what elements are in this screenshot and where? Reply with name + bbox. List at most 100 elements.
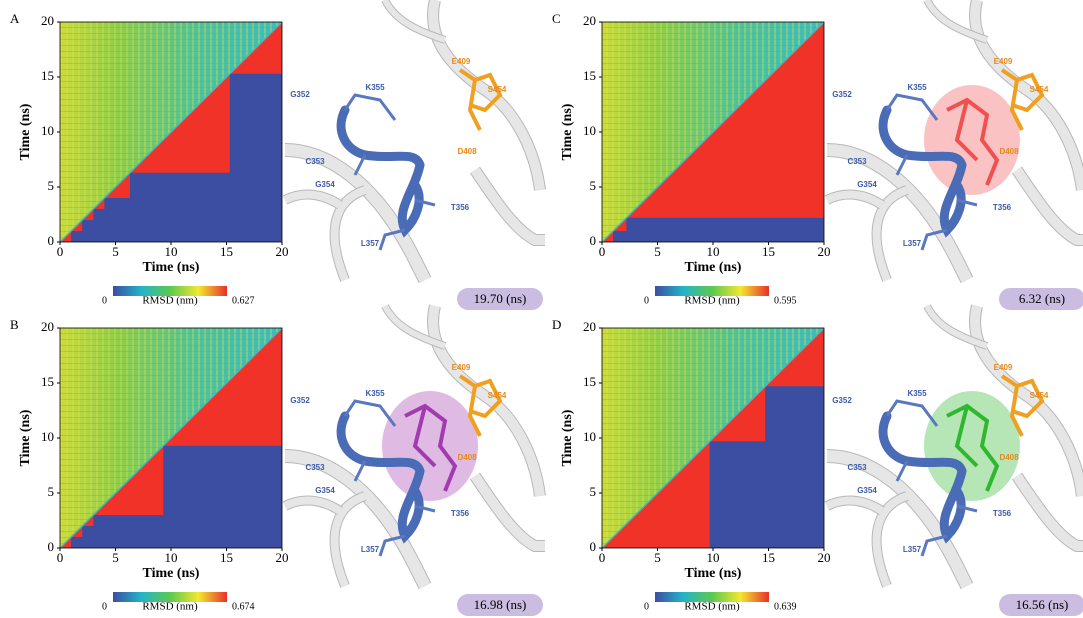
residue-label: E409 (452, 363, 471, 372)
colorbar-label: RMSD (nm) (142, 601, 198, 613)
ribbon (1017, 170, 1083, 240)
residue-label: D408 (999, 453, 1019, 462)
residue-label: G354 (857, 180, 877, 189)
residue-label: G354 (315, 486, 335, 495)
residue-label: K355 (365, 389, 385, 398)
residue-label: S454 (1030, 391, 1049, 400)
y-tick-label: 15 (583, 374, 596, 389)
residue-label: S454 (1030, 85, 1049, 94)
molecule-view: G352K355E409S454C353G354D408T356L357 (827, 306, 1083, 586)
residue-label: D408 (457, 147, 477, 156)
x-tick-label: 0 (57, 550, 64, 565)
x-tick-label: 10 (165, 550, 178, 565)
x-tick-label: 0 (599, 550, 606, 565)
colorbar-tick-label: 0.674 (232, 601, 255, 612)
residue-label: K355 (365, 83, 385, 92)
colorbar-tick-label: 0 (644, 601, 649, 612)
residue-label: C353 (305, 463, 325, 472)
residue-label: G352 (290, 90, 310, 99)
x-tick-label: 15 (220, 550, 233, 565)
y-tick-label: 5 (48, 178, 55, 193)
x-tick-label: 20 (818, 244, 831, 259)
x-axis-label: Time (ns) (685, 566, 742, 581)
panel-label: D (552, 317, 561, 332)
residue-label: E409 (994, 57, 1013, 66)
residue-label: G352 (832, 396, 852, 405)
y-axis-label: Time (ns) (18, 409, 33, 466)
residue-label: E409 (994, 363, 1013, 372)
y-tick-label: 20 (583, 13, 596, 28)
residue-label: G352 (832, 90, 852, 99)
y-tick-label: 20 (41, 319, 54, 334)
y-tick-label: 5 (48, 484, 55, 499)
residue-label: G354 (315, 180, 335, 189)
colorbar-label: RMSD (nm) (684, 295, 740, 307)
figure: A0510152005101520Time (ns)Time (ns)00.62… (0, 0, 1083, 618)
residue-label: C353 (847, 463, 867, 472)
y-axis-label: Time (ns) (18, 103, 33, 160)
y-axis-label: Time (ns) (560, 409, 575, 466)
y-tick-label: 0 (590, 233, 597, 248)
residue-label: C353 (305, 157, 325, 166)
x-tick-label: 20 (276, 550, 289, 565)
x-tick-label: 20 (818, 550, 831, 565)
residue-label: T356 (451, 203, 470, 212)
residue-label: S454 (488, 391, 507, 400)
y-tick-label: 15 (583, 68, 596, 83)
residue-label: T356 (451, 509, 470, 518)
residue-label: S454 (488, 85, 507, 94)
panel-label: B (10, 317, 19, 332)
y-tick-label: 15 (41, 68, 54, 83)
x-tick-label: 5 (112, 550, 119, 565)
x-axis-label: Time (ns) (143, 260, 200, 275)
y-tick-label: 5 (590, 484, 597, 499)
molecule-view: G352 K355 E409 S454 C353 G354 D408 T356 L357 (285, 306, 545, 586)
y-tick-label: 0 (590, 539, 597, 554)
ribbon (1017, 476, 1083, 546)
time-label: 19.70 (ns) (474, 291, 527, 306)
y-tick-label: 15 (41, 374, 54, 389)
residue-label: K355 (907, 83, 927, 92)
residue-label: G352 (290, 396, 310, 405)
x-tick-label: 15 (762, 244, 775, 259)
residue-label: L357 (361, 239, 380, 248)
colorbar-label: RMSD (nm) (142, 295, 198, 307)
ribbon (433, 0, 540, 190)
x-tick-label: 10 (707, 244, 720, 259)
time-label: 16.56 (ns) (1016, 597, 1069, 612)
y-tick-label: 0 (48, 233, 55, 248)
molecule-view: G352 K355 E409 S454 C353 G354 D408 T356 L357 (285, 0, 545, 280)
x-tick-label: 5 (112, 244, 119, 259)
x-tick-label: 20 (276, 244, 289, 259)
x-axis-label: Time (ns) (685, 260, 742, 275)
residue-label: E409 (452, 57, 471, 66)
x-tick-label: 10 (165, 244, 178, 259)
residue-label: D408 (999, 147, 1019, 156)
residue-label: T356 (993, 509, 1012, 518)
y-tick-label: 20 (583, 319, 596, 334)
residue-label: C353 (847, 157, 867, 166)
y-tick-label: 10 (583, 429, 596, 444)
molecule-view: G352 K355 E409 S454 C353 G354 D408 T356 L357 (827, 0, 1083, 280)
panel-label: C (552, 11, 561, 26)
colorbar-tick-label: 0.595 (774, 295, 797, 306)
x-tick-label: 0 (57, 244, 64, 259)
colorbar-label: RMSD (nm) (684, 601, 740, 613)
x-tick-label: 5 (654, 550, 661, 565)
y-tick-label: 10 (41, 123, 54, 138)
x-tick-label: 0 (599, 244, 606, 259)
colorbar-tick-label: 0 (644, 295, 649, 306)
residue-label: T356 (993, 203, 1012, 212)
colorbar-tick-label: 0 (102, 295, 107, 306)
residue-label: L357 (903, 239, 922, 248)
y-tick-label: 20 (41, 13, 54, 28)
residue-label: D408 (457, 453, 477, 462)
time-label: 6.32 (ns) (1019, 291, 1065, 306)
panel-label: A (10, 11, 20, 26)
residue-label: K355 (907, 389, 927, 398)
x-tick-label: 15 (762, 550, 775, 565)
y-tick-label: 10 (41, 429, 54, 444)
colorbar-tick-label: 0 (102, 601, 107, 612)
residue-label: G354 (857, 486, 877, 495)
residue-label: L357 (361, 545, 380, 554)
